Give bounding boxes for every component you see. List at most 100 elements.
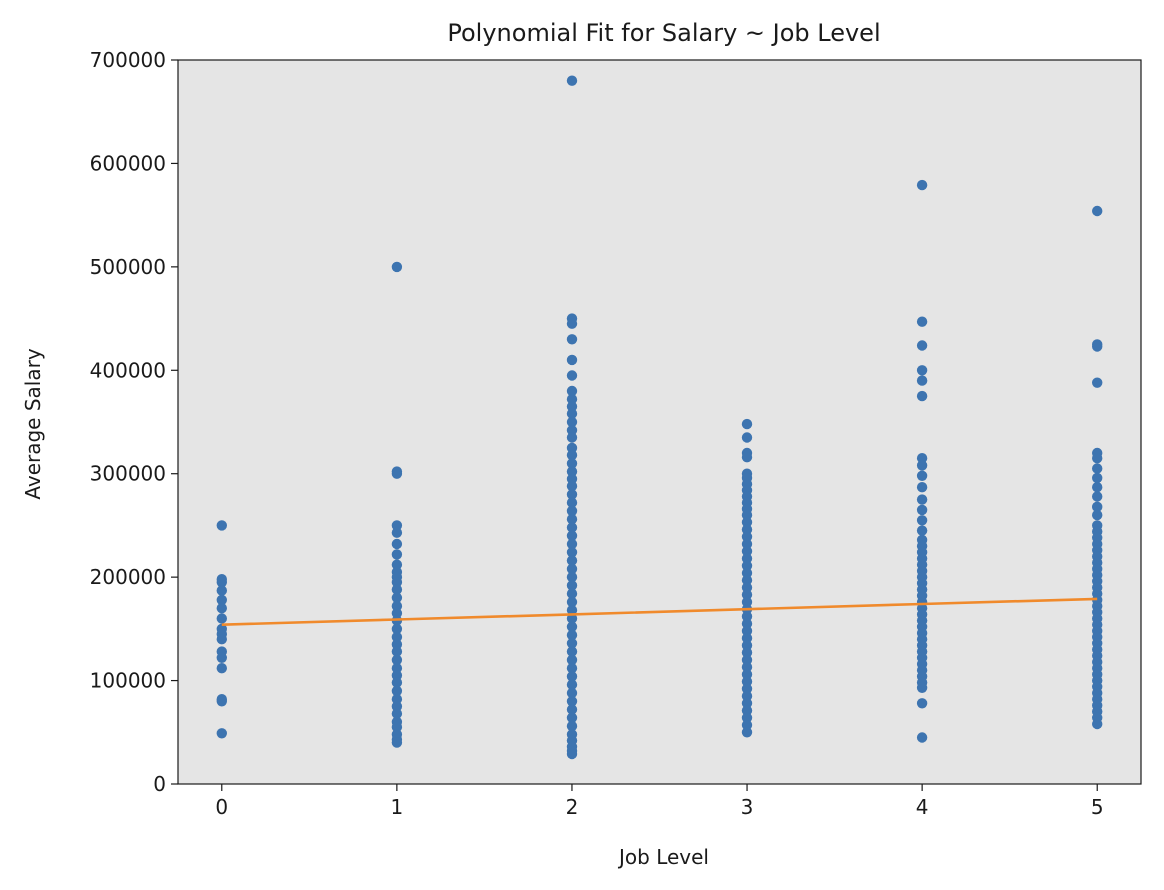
data-point	[566, 654, 578, 666]
data-point	[391, 708, 403, 719]
x-tick-label: 4	[916, 795, 929, 819]
chart-title: Polynomial Fit for Salary ~ Job Level	[447, 19, 880, 47]
data-point	[391, 677, 403, 688]
x-axis-title: Job Level	[617, 845, 709, 869]
data-point	[1092, 482, 1103, 493]
data-point	[566, 712, 578, 723]
data-point	[216, 613, 227, 624]
data-point	[391, 654, 403, 666]
data-point	[566, 613, 578, 624]
data-point	[566, 318, 578, 329]
data-point	[741, 560, 753, 571]
data-point	[741, 611, 753, 622]
data-point	[916, 453, 928, 464]
fit-line	[221, 597, 1098, 626]
data-point	[566, 563, 578, 575]
data-point	[566, 555, 578, 566]
x-tick-label: 0	[215, 795, 228, 819]
data-point	[216, 652, 227, 663]
y-tick-label: 200000	[90, 565, 166, 589]
data-point	[391, 559, 403, 570]
data-point	[741, 661, 753, 673]
data-point	[566, 704, 578, 715]
data-point	[566, 580, 578, 591]
data-point	[566, 354, 578, 366]
data-point	[566, 538, 578, 550]
y-tick-label: 100000	[90, 669, 166, 693]
data-point	[741, 625, 753, 637]
data-point	[1092, 205, 1103, 217]
data-point	[741, 683, 753, 694]
data-point	[216, 585, 227, 596]
data-point	[741, 546, 753, 557]
data-point	[391, 608, 403, 619]
y-tick-label: 500000	[90, 255, 166, 279]
data-point	[741, 669, 753, 680]
data-point	[741, 654, 753, 666]
data-point	[216, 696, 227, 707]
data-point	[566, 687, 578, 699]
data-point	[216, 728, 227, 739]
data-point	[916, 698, 928, 709]
data-point	[391, 670, 403, 681]
data-point	[741, 531, 753, 542]
data-point	[566, 370, 578, 381]
data-point	[566, 408, 578, 419]
plot-area	[177, 59, 1142, 785]
data-point	[566, 432, 578, 443]
data-point	[566, 522, 578, 533]
data-point	[741, 553, 753, 564]
data-point	[741, 647, 753, 658]
y-axis-title: Average Salary	[21, 348, 45, 499]
data-point	[916, 470, 928, 481]
data-point	[916, 460, 928, 471]
data-point	[566, 480, 578, 492]
data-point	[741, 727, 753, 738]
data-point	[566, 720, 578, 732]
data-point	[741, 509, 753, 521]
data-point	[741, 676, 753, 687]
data-point	[741, 524, 753, 535]
data-point	[566, 596, 578, 608]
data-point	[1092, 463, 1103, 474]
data-point	[566, 663, 578, 674]
data-point	[391, 623, 403, 635]
data-point	[391, 600, 403, 612]
data-point	[741, 517, 753, 528]
data-point	[916, 375, 928, 386]
x-tick-label: 3	[741, 795, 754, 819]
data-point	[566, 75, 578, 86]
data-point	[1092, 472, 1103, 484]
data-point	[216, 577, 227, 588]
x-tick-label: 1	[390, 795, 403, 819]
data-point	[391, 549, 403, 560]
data-point	[916, 316, 928, 327]
data-point	[216, 634, 227, 645]
data-point	[566, 458, 578, 469]
data-point	[216, 594, 227, 606]
data-point	[566, 394, 578, 405]
data-point	[566, 505, 578, 517]
data-point	[741, 452, 753, 463]
data-point	[216, 663, 227, 674]
data-point	[566, 449, 578, 461]
data-point	[566, 416, 578, 428]
y-axis-ticks: 0 100000 200000 300000 400000 500000 600000 700…	[90, 48, 178, 796]
data-point	[916, 390, 928, 402]
data-point	[566, 588, 578, 599]
data-point	[566, 571, 578, 583]
data-point	[391, 584, 403, 595]
data-point	[916, 340, 928, 351]
data-point	[391, 701, 403, 712]
data-point	[391, 639, 403, 650]
data-point	[1092, 453, 1103, 464]
data-point	[741, 698, 753, 709]
data-point	[916, 732, 928, 743]
data-point	[391, 527, 403, 538]
data-point	[391, 468, 403, 479]
data-point	[1092, 491, 1103, 502]
data-point	[566, 334, 578, 345]
data-point	[741, 432, 753, 443]
data-point	[916, 515, 928, 526]
